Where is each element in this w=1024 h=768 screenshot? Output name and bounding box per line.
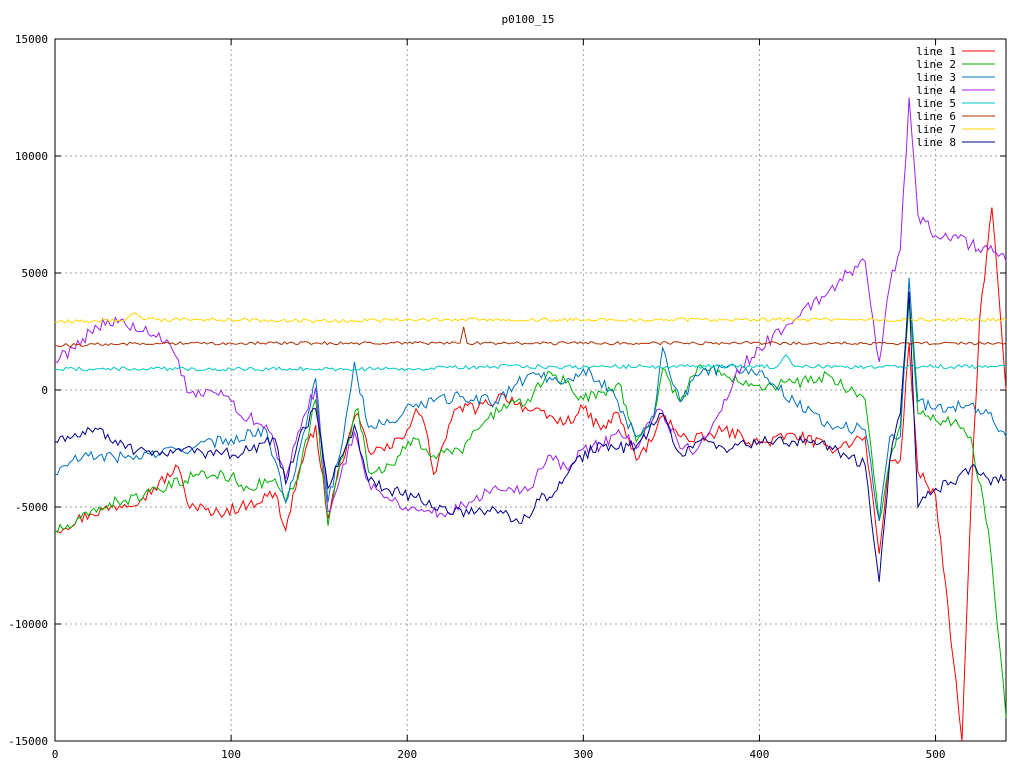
y-tick-label: 10000 bbox=[15, 150, 48, 163]
x-tick-label: 100 bbox=[221, 748, 241, 761]
legend-label: line 7 bbox=[916, 123, 956, 136]
y-tick-label: 15000 bbox=[15, 33, 48, 46]
series-line-1 bbox=[54, 207, 1007, 742]
x-tick-label: 500 bbox=[926, 748, 946, 761]
legend-label: line 5 bbox=[916, 97, 956, 110]
legend-label: line 3 bbox=[916, 71, 956, 84]
legend-label: line 8 bbox=[916, 136, 956, 149]
axis-ticks: 0 100 200 300 400 500 -15000 -10000 -5000 0 5000 10… bbox=[8, 33, 1006, 761]
x-tick-label: 0 bbox=[52, 748, 59, 761]
y-tick-label: -10000 bbox=[8, 618, 48, 631]
x-tick-label: 400 bbox=[750, 748, 770, 761]
series-line-7 bbox=[54, 312, 1007, 324]
x-tick-label: 300 bbox=[573, 748, 593, 761]
series-line-5 bbox=[54, 354, 1007, 372]
y-tick-label: 5000 bbox=[22, 267, 49, 280]
grid bbox=[55, 39, 1006, 741]
x-tick-label: 200 bbox=[397, 748, 417, 761]
series-line-3 bbox=[54, 277, 1007, 522]
series-line-6 bbox=[54, 326, 1007, 348]
legend-label: line 4 bbox=[916, 84, 956, 97]
legend-label: line 1 bbox=[916, 45, 956, 58]
series-layer bbox=[54, 97, 1007, 742]
y-tick-label: 0 bbox=[41, 384, 48, 397]
y-tick-label: -5000 bbox=[15, 501, 48, 514]
series-line-2 bbox=[54, 301, 1007, 718]
y-tick-label: -15000 bbox=[8, 735, 48, 748]
chart-title: p0100_15 bbox=[502, 13, 555, 26]
series-line-8 bbox=[54, 291, 1007, 582]
legend-label: line 6 bbox=[916, 110, 956, 123]
series-line-4 bbox=[54, 97, 1007, 519]
legend-label: line 2 bbox=[916, 58, 956, 71]
